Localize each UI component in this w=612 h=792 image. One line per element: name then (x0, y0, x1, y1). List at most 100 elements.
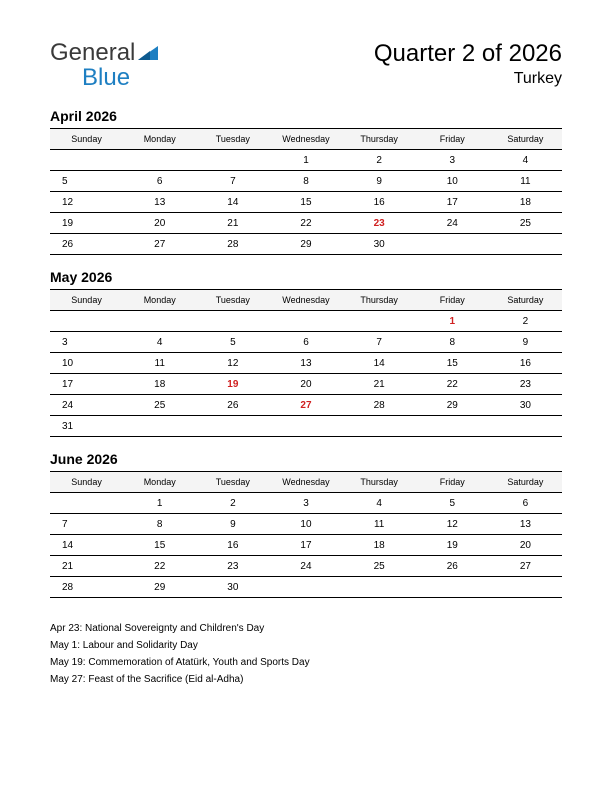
calendar-row: 21222324252627 (50, 556, 562, 577)
calendar-cell: 31 (50, 416, 123, 437)
month-block: May 2026 SundayMondayTuesdayWednesdayThur… (50, 269, 562, 437)
calendar-cell (50, 150, 123, 171)
calendar-cell: 2 (489, 311, 562, 332)
calendar-cell: 19 (416, 535, 489, 556)
calendar-cell: 1 (269, 150, 342, 171)
logo-blue-text: Blue (82, 65, 130, 90)
country-name: Turkey (374, 70, 562, 88)
calendar-row: 567891011 (50, 171, 562, 192)
calendar-row: 10111213141516 (50, 353, 562, 374)
calendar-cell: 28 (343, 395, 416, 416)
calendar-table: SundayMondayTuesdayWednesdayThursdayFrid… (50, 128, 562, 255)
calendar-cell: 5 (196, 332, 269, 353)
calendar-cell: 19 (50, 213, 123, 234)
weekday-header: Tuesday (196, 129, 269, 150)
weekday-header: Monday (123, 472, 196, 493)
month-block: April 2026 SundayMondayTuesdayWednesdayTh… (50, 108, 562, 255)
calendar-cell (196, 311, 269, 332)
calendar-cell (489, 577, 562, 598)
weekday-header: Friday (416, 472, 489, 493)
calendar-cell: 9 (489, 332, 562, 353)
calendar-table: SundayMondayTuesdayWednesdayThursdayFrid… (50, 289, 562, 437)
calendar-cell (343, 577, 416, 598)
calendar-cell: 29 (269, 234, 342, 255)
calendar-cell: 25 (343, 556, 416, 577)
weekday-header: Sunday (50, 129, 123, 150)
calendar-cell: 24 (50, 395, 123, 416)
page-title: Quarter 2 of 2026 (374, 40, 562, 68)
weekday-header: Wednesday (269, 290, 342, 311)
calendar-cell (50, 311, 123, 332)
calendar-cell: 17 (50, 374, 123, 395)
calendar-cell: 16 (489, 353, 562, 374)
weekday-header: Monday (123, 290, 196, 311)
calendar-row: 282930 (50, 577, 562, 598)
calendar-cell (489, 416, 562, 437)
calendar-cell: 2 (196, 493, 269, 514)
calendar-cell: 23 (343, 213, 416, 234)
calendar-cell: 4 (343, 493, 416, 514)
calendar-cell (123, 311, 196, 332)
calendar-cell: 10 (416, 171, 489, 192)
calendar-row: 3456789 (50, 332, 562, 353)
calendar-cell: 25 (489, 213, 562, 234)
calendar-cell: 17 (416, 192, 489, 213)
calendar-cell: 7 (50, 514, 123, 535)
calendar-cell: 12 (196, 353, 269, 374)
calendar-cell: 8 (416, 332, 489, 353)
calendar-cell: 3 (269, 493, 342, 514)
calendar-cell: 26 (196, 395, 269, 416)
calendar-cell: 13 (269, 353, 342, 374)
calendar-row: 1234 (50, 150, 562, 171)
logo-general-text: General (50, 39, 135, 66)
calendar-cell: 26 (416, 556, 489, 577)
calendar-cell: 28 (50, 577, 123, 598)
calendar-row: 123456 (50, 493, 562, 514)
calendar-cell: 26 (50, 234, 123, 255)
calendar-cell: 16 (196, 535, 269, 556)
month-block: June 2026 SundayMondayTuesdayWednesdayThu… (50, 451, 562, 598)
calendar-cell: 11 (123, 353, 196, 374)
calendar-cell: 6 (489, 493, 562, 514)
header: General Blue Quarter 2 of 2026 Turkey (50, 40, 562, 90)
month-title: May 2026 (50, 269, 562, 285)
weekday-header: Wednesday (269, 472, 342, 493)
months-container: April 2026SundayMondayTuesdayWednesdayTh… (50, 108, 562, 598)
weekday-header: Thursday (343, 129, 416, 150)
calendar-cell: 8 (123, 514, 196, 535)
calendar-row: 14151617181920 (50, 535, 562, 556)
calendar-cell: 15 (123, 535, 196, 556)
calendar-cell: 1 (123, 493, 196, 514)
logo-triangle-icon (138, 40, 158, 65)
calendar-cell: 10 (269, 514, 342, 535)
calendar-cell: 5 (50, 171, 123, 192)
calendar-cell: 22 (123, 556, 196, 577)
calendar-cell: 16 (343, 192, 416, 213)
calendar-row: 17181920212223 (50, 374, 562, 395)
calendar-cell: 27 (489, 556, 562, 577)
calendar-row: 12131415161718 (50, 192, 562, 213)
calendar-row: 12 (50, 311, 562, 332)
calendar-cell: 2 (343, 150, 416, 171)
calendar-cell: 24 (416, 213, 489, 234)
calendar-cell: 9 (196, 514, 269, 535)
title-block: Quarter 2 of 2026 Turkey (374, 40, 562, 88)
calendar-cell: 6 (269, 332, 342, 353)
calendar-cell (269, 577, 342, 598)
month-title: April 2026 (50, 108, 562, 124)
holiday-line: May 1: Labour and Solidarity Day (50, 637, 562, 654)
calendar-cell: 13 (489, 514, 562, 535)
calendar-table: SundayMondayTuesdayWednesdayThursdayFrid… (50, 471, 562, 598)
calendar-cell: 18 (489, 192, 562, 213)
calendar-cell: 21 (343, 374, 416, 395)
weekday-header: Thursday (343, 290, 416, 311)
calendar-cell (416, 416, 489, 437)
holiday-line: May 27: Feast of the Sacrifice (Eid al-A… (50, 671, 562, 688)
calendar-cell: 14 (50, 535, 123, 556)
calendar-cell (123, 416, 196, 437)
calendar-cell (269, 416, 342, 437)
month-title: June 2026 (50, 451, 562, 467)
calendar-cell (196, 416, 269, 437)
weekday-header: Friday (416, 129, 489, 150)
calendar-cell (416, 234, 489, 255)
